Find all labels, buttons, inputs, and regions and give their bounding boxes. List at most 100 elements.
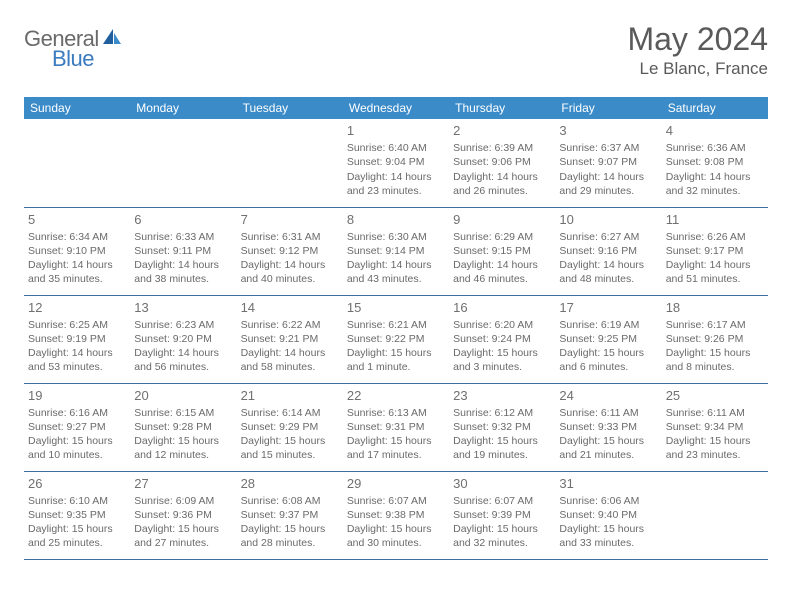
daylight-line: Daylight: 15 hours and 32 minutes. bbox=[453, 522, 551, 550]
day-cell: 8Sunrise: 6:30 AMSunset: 9:14 PMDaylight… bbox=[343, 207, 449, 295]
sunset-line: Sunset: 9:12 PM bbox=[241, 244, 339, 258]
sunset-line: Sunset: 9:32 PM bbox=[453, 420, 551, 434]
day-cell: 31Sunrise: 6:06 AMSunset: 9:40 PMDayligh… bbox=[555, 471, 661, 559]
day-number: 31 bbox=[559, 476, 657, 491]
day-cell: 1Sunrise: 6:40 AMSunset: 9:04 PMDaylight… bbox=[343, 119, 449, 207]
sunset-line: Sunset: 9:11 PM bbox=[134, 244, 232, 258]
day-number: 24 bbox=[559, 388, 657, 403]
sunset-line: Sunset: 9:14 PM bbox=[347, 244, 445, 258]
sunrise-line: Sunrise: 6:25 AM bbox=[28, 318, 126, 332]
sunrise-line: Sunrise: 6:30 AM bbox=[347, 230, 445, 244]
sunrise-line: Sunrise: 6:11 AM bbox=[559, 406, 657, 420]
day-cell: 5Sunrise: 6:34 AMSunset: 9:10 PMDaylight… bbox=[24, 207, 130, 295]
day-number: 17 bbox=[559, 300, 657, 315]
sunset-line: Sunset: 9:36 PM bbox=[134, 508, 232, 522]
day-number: 15 bbox=[347, 300, 445, 315]
sunrise-line: Sunrise: 6:40 AM bbox=[347, 141, 445, 155]
sunrise-line: Sunrise: 6:08 AM bbox=[241, 494, 339, 508]
day-header-thursday: Thursday bbox=[449, 97, 555, 119]
day-header-tuesday: Tuesday bbox=[237, 97, 343, 119]
day-cell: 28 Sunrise: 6:08 AMSunset: 9:37 PMDayligh… bbox=[237, 471, 343, 559]
daylight-line: Daylight: 15 hours and 15 minutes. bbox=[241, 434, 339, 462]
day-cell bbox=[662, 471, 768, 559]
day-header-row: SundayMondayTuesdayWednesdayThursdayFrid… bbox=[24, 97, 768, 119]
day-cell: 12Sunrise: 6:25 AMSunset: 9:19 PMDayligh… bbox=[24, 295, 130, 383]
day-number: 13 bbox=[134, 300, 232, 315]
day-number: 2 bbox=[453, 123, 551, 138]
sunset-line: Sunset: 9:38 PM bbox=[347, 508, 445, 522]
day-cell bbox=[237, 119, 343, 207]
day-number: 20 bbox=[134, 388, 232, 403]
sunset-line: Sunset: 9:29 PM bbox=[241, 420, 339, 434]
sunrise-line: Sunrise: 6:07 AM bbox=[347, 494, 445, 508]
sunrise-line: Sunrise: 6:16 AM bbox=[28, 406, 126, 420]
day-cell bbox=[130, 119, 236, 207]
daylight-line: Daylight: 14 hours and 35 minutes. bbox=[28, 258, 126, 286]
sunset-line: Sunset: 9:34 PM bbox=[666, 420, 764, 434]
day-cell: 18Sunrise: 6:17 AMSunset: 9:26 PMDayligh… bbox=[662, 295, 768, 383]
daylight-line: Daylight: 14 hours and 46 minutes. bbox=[453, 258, 551, 286]
daylight-line: Daylight: 15 hours and 19 minutes. bbox=[453, 434, 551, 462]
day-cell: 6Sunrise: 6:33 AMSunset: 9:11 PMDaylight… bbox=[130, 207, 236, 295]
sunset-line: Sunset: 9:37 PM bbox=[241, 508, 339, 522]
sunrise-line: Sunrise: 6:13 AM bbox=[347, 406, 445, 420]
day-number: 16 bbox=[453, 300, 551, 315]
daylight-line: Daylight: 14 hours and 40 minutes. bbox=[241, 258, 339, 286]
sail-icon bbox=[101, 27, 123, 52]
day-number: 14 bbox=[241, 300, 339, 315]
sunrise-line: Sunrise: 6:22 AM bbox=[241, 318, 339, 332]
sunrise-line: Sunrise: 6:06 AM bbox=[559, 494, 657, 508]
daylight-line: Daylight: 15 hours and 3 minutes. bbox=[453, 346, 551, 374]
sunset-line: Sunset: 9:08 PM bbox=[666, 155, 764, 169]
sunrise-line: Sunrise: 6:34 AM bbox=[28, 230, 126, 244]
day-number: 3 bbox=[559, 123, 657, 138]
day-cell: 13Sunrise: 6:23 AMSunset: 9:20 PMDayligh… bbox=[130, 295, 236, 383]
daylight-line: Daylight: 14 hours and 43 minutes. bbox=[347, 258, 445, 286]
daylight-line: Daylight: 14 hours and 26 minutes. bbox=[453, 170, 551, 198]
day-cell: 11Sunrise: 6:26 AMSunset: 9:17 PMDayligh… bbox=[662, 207, 768, 295]
sunset-line: Sunset: 9:33 PM bbox=[559, 420, 657, 434]
day-number: 10 bbox=[559, 212, 657, 227]
sunset-line: Sunset: 9:22 PM bbox=[347, 332, 445, 346]
daylight-line: Daylight: 14 hours and 32 minutes. bbox=[666, 170, 764, 198]
day-cell: 4Sunrise: 6:36 AMSunset: 9:08 PMDaylight… bbox=[662, 119, 768, 207]
sunset-line: Sunset: 9:28 PM bbox=[134, 420, 232, 434]
day-cell bbox=[24, 119, 130, 207]
sunrise-line: Sunrise: 6:19 AM bbox=[559, 318, 657, 332]
daylight-line: Daylight: 15 hours and 21 minutes. bbox=[559, 434, 657, 462]
sunset-line: Sunset: 9:31 PM bbox=[347, 420, 445, 434]
day-cell: 2Sunrise: 6:39 AMSunset: 9:06 PMDaylight… bbox=[449, 119, 555, 207]
sunset-line: Sunset: 9:27 PM bbox=[28, 420, 126, 434]
week-row: 26Sunrise: 6:10 AMSunset: 9:35 PMDayligh… bbox=[24, 471, 768, 559]
day-header-monday: Monday bbox=[130, 97, 236, 119]
day-cell: 3Sunrise: 6:37 AMSunset: 9:07 PMDaylight… bbox=[555, 119, 661, 207]
logo-text-blue-wrap: Blue bbox=[52, 46, 94, 72]
sunrise-line: Sunrise: 6:26 AM bbox=[666, 230, 764, 244]
daylight-line: Daylight: 14 hours and 58 minutes. bbox=[241, 346, 339, 374]
daylight-line: Daylight: 15 hours and 8 minutes. bbox=[666, 346, 764, 374]
week-row: 12Sunrise: 6:25 AMSunset: 9:19 PMDayligh… bbox=[24, 295, 768, 383]
week-row: 19Sunrise: 6:16 AMSunset: 9:27 PMDayligh… bbox=[24, 383, 768, 471]
day-cell: 21Sunrise: 6:14 AMSunset: 9:29 PMDayligh… bbox=[237, 383, 343, 471]
sunset-line: Sunset: 9:25 PM bbox=[559, 332, 657, 346]
sunrise-line: Sunrise: 6:10 AM bbox=[28, 494, 126, 508]
month-title: May 2024 bbox=[627, 22, 768, 57]
sunrise-line: Sunrise: 6:21 AM bbox=[347, 318, 445, 332]
day-number: 4 bbox=[666, 123, 764, 138]
day-cell: 26Sunrise: 6:10 AMSunset: 9:35 PMDayligh… bbox=[24, 471, 130, 559]
sunrise-line: Sunrise: 6:33 AM bbox=[134, 230, 232, 244]
day-cell: 19Sunrise: 6:16 AMSunset: 9:27 PMDayligh… bbox=[24, 383, 130, 471]
day-number: 28 bbox=[241, 476, 339, 491]
sunset-line: Sunset: 9:24 PM bbox=[453, 332, 551, 346]
daylight-line: Daylight: 15 hours and 17 minutes. bbox=[347, 434, 445, 462]
daylight-line: Daylight: 15 hours and 28 minutes. bbox=[241, 522, 339, 550]
day-cell: 25Sunrise: 6:11 AMSunset: 9:34 PMDayligh… bbox=[662, 383, 768, 471]
sunset-line: Sunset: 9:04 PM bbox=[347, 155, 445, 169]
day-cell: 20Sunrise: 6:15 AMSunset: 9:28 PMDayligh… bbox=[130, 383, 236, 471]
day-number: 5 bbox=[28, 212, 126, 227]
location: Le Blanc, France bbox=[627, 59, 768, 79]
sunrise-line: Sunrise: 6:12 AM bbox=[453, 406, 551, 420]
daylight-line: Daylight: 14 hours and 23 minutes. bbox=[347, 170, 445, 198]
day-number: 6 bbox=[134, 212, 232, 227]
daylight-line: Daylight: 14 hours and 48 minutes. bbox=[559, 258, 657, 286]
